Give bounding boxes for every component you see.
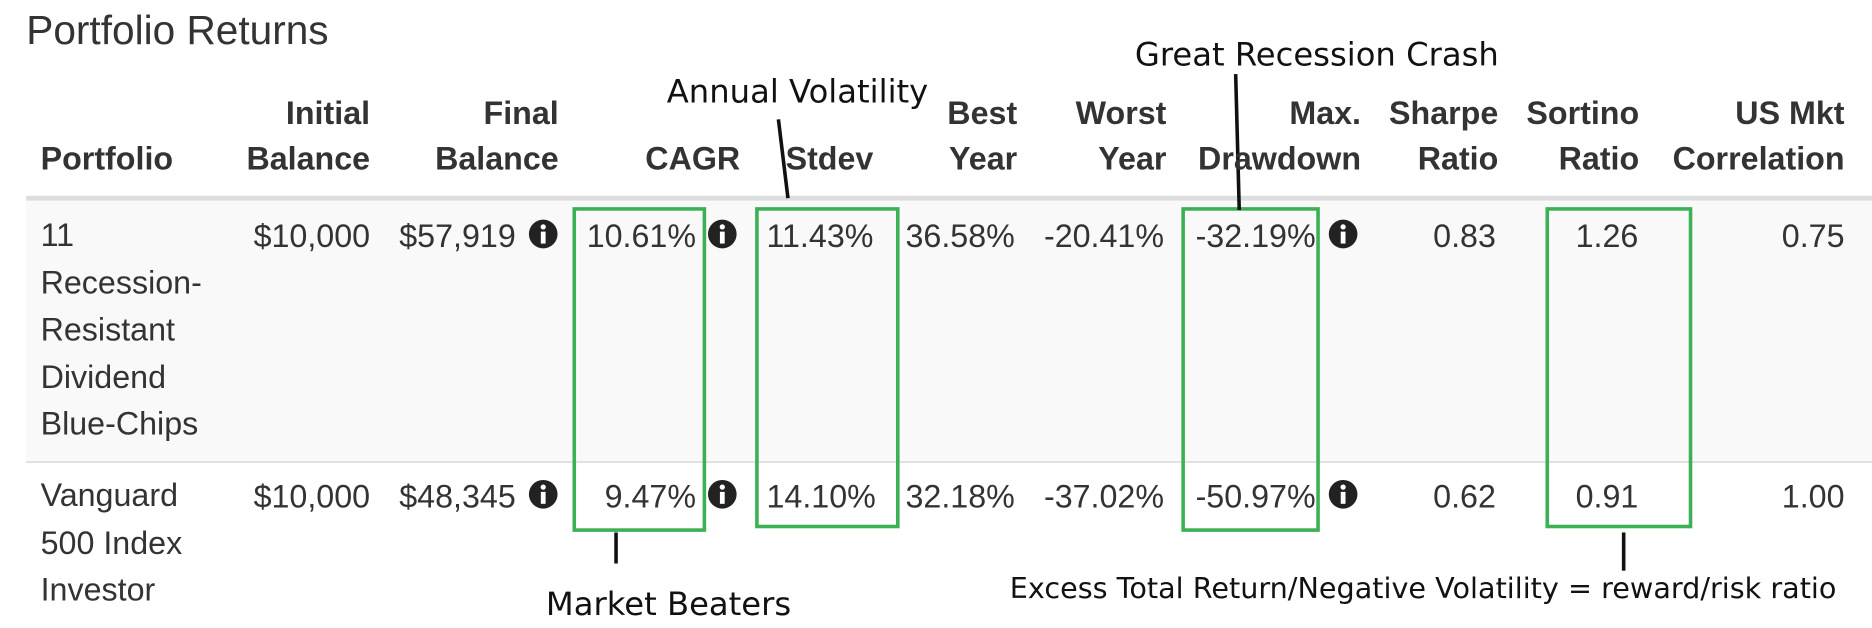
info-icon[interactable] [528, 479, 558, 509]
info-icon-dot [719, 224, 725, 230]
column-header: Stdev [785, 140, 874, 177]
cell-value: -50.97% [1195, 478, 1316, 515]
column-header: Max. [1289, 95, 1362, 132]
column-header: Worst [1075, 95, 1167, 132]
info-icon-bar [719, 491, 725, 504]
cell-value: $48,345 [399, 478, 516, 515]
highlight-box [572, 207, 707, 532]
column-header: Drawdown [1198, 140, 1362, 177]
cell-value: 1.26 [1575, 218, 1639, 255]
cell-value: 9.47% [604, 478, 697, 515]
cell-value: -32.19% [1195, 218, 1316, 255]
cell-value: 1.00 [1781, 478, 1845, 515]
column-header: Correlation [1672, 140, 1845, 177]
cell-value: 36.58% [905, 218, 1015, 255]
annotation: Market Beaters [545, 586, 792, 624]
cell-value: 0.62 [1433, 478, 1496, 515]
column-header: Initial [285, 95, 371, 132]
cell-value: $10,000 [253, 478, 371, 515]
info-icon-bar [1340, 231, 1346, 244]
cell-value: -37.02% [1043, 478, 1165, 515]
info-icon-dot [540, 224, 546, 230]
column-header: Year [949, 140, 1018, 177]
info-icon-dot [1340, 224, 1346, 230]
info-icon-dot [719, 484, 725, 490]
info-icon[interactable] [707, 479, 737, 509]
info-icon[interactable] [1328, 479, 1358, 509]
cell-value: $57,919 [399, 218, 516, 255]
info-icon-bar [540, 491, 546, 504]
column-header: Best [947, 95, 1018, 132]
column-header: US Mkt [1735, 95, 1845, 132]
column-header: Balance [435, 140, 559, 177]
column-header: Ratio [1558, 140, 1640, 177]
info-icon-bar [719, 231, 725, 244]
info-icon[interactable] [707, 219, 737, 249]
cell-value: 32.18% [905, 478, 1015, 515]
column-header: Ratio [1417, 140, 1499, 177]
row-background [26, 200, 1872, 461]
cell-value: 0.83 [1433, 218, 1496, 255]
column-header: Sharpe [1389, 95, 1499, 132]
info-icon-dot [1340, 484, 1346, 490]
callout-lines [614, 73, 1626, 571]
info-icon-dot [540, 484, 546, 490]
info-icon-bar [1340, 491, 1346, 504]
portfolio-name: 11 Recession-Resistant Dividend Blue-Chi… [40, 217, 202, 442]
cell-value: 10.61% [586, 218, 697, 255]
cell-value: 11.43% [766, 218, 874, 255]
annotation: Excess Total Return/Negative Volatility … [1009, 572, 1837, 606]
annotation: Annual Volatility [666, 74, 929, 112]
highlight-box [1181, 207, 1320, 532]
column-header: Portfolio [40, 140, 174, 177]
cell-value: 0.91 [1575, 478, 1639, 515]
column-header: Balance [246, 140, 371, 177]
cell-value: 14.10% [766, 478, 876, 515]
highlight-box [755, 207, 900, 529]
callout-line [1233, 73, 1242, 211]
callout-line [776, 119, 790, 199]
cell-value: -20.41% [1043, 218, 1165, 255]
info-icon[interactable] [1328, 219, 1358, 249]
annotation: Great Recession Crash [1134, 37, 1499, 75]
column-header: Year [1098, 140, 1167, 177]
info-icon[interactable] [528, 219, 558, 249]
highlight-boxes [572, 207, 1693, 532]
cell-value: $10,000 [253, 218, 371, 255]
column-header: CAGR [645, 140, 741, 177]
info-icon-bar [540, 231, 546, 244]
cell-value: 0.75 [1781, 218, 1845, 255]
portfolio-name: Vanguard 500 Index Investor [40, 477, 183, 608]
highlight-box [1545, 207, 1693, 529]
column-header: Final [483, 95, 559, 132]
title: Portfolio Returns [26, 8, 329, 54]
column-header: Sortino [1526, 95, 1640, 132]
